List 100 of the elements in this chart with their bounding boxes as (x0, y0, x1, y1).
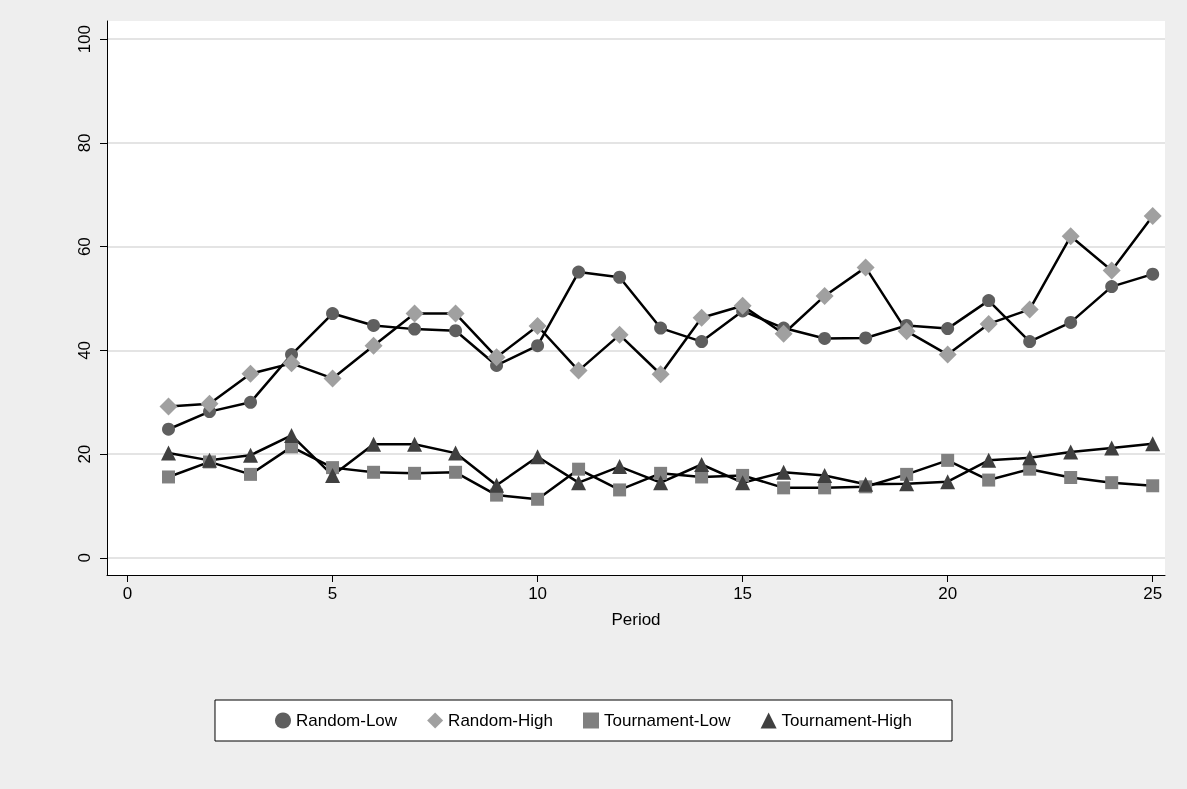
point (817, 467, 833, 483)
point (282, 354, 301, 373)
point (859, 331, 873, 345)
point (1105, 476, 1119, 490)
point (159, 397, 178, 416)
point (572, 265, 586, 279)
point (1061, 227, 1080, 246)
point (325, 467, 341, 483)
point (899, 476, 915, 492)
point (200, 394, 219, 413)
x-tick-label: 0 (122, 584, 133, 603)
point (407, 436, 423, 452)
point (408, 322, 422, 336)
point (1022, 450, 1038, 466)
point (571, 475, 587, 491)
legend-label: Random-Low (296, 711, 398, 730)
point (244, 395, 258, 409)
y-tick-label: 20 (75, 444, 94, 464)
point (654, 466, 668, 480)
point (1020, 300, 1039, 319)
x-tick-label: 15 (733, 584, 753, 603)
point (284, 427, 300, 443)
point (572, 462, 586, 476)
point (244, 467, 258, 481)
point (694, 457, 710, 473)
x-tick-label: 5 (327, 584, 338, 603)
legend-label: Random-High (448, 711, 553, 730)
point (818, 331, 832, 345)
x-tick-label: 25 (1143, 584, 1163, 603)
point (612, 459, 628, 475)
point (733, 296, 752, 315)
point (530, 449, 546, 465)
point (366, 436, 382, 452)
point (653, 475, 669, 491)
point (405, 304, 424, 323)
point (1063, 444, 1079, 460)
point (695, 335, 709, 349)
point (528, 317, 547, 336)
x-axis-title: Period (611, 610, 661, 629)
point (941, 453, 955, 467)
point (1104, 440, 1120, 456)
point (367, 319, 381, 332)
y-tick-label: 80 (75, 133, 94, 153)
point (323, 369, 342, 388)
point (979, 314, 998, 333)
point (1023, 335, 1037, 349)
y-tick-label: 40 (75, 340, 94, 360)
point (446, 304, 465, 323)
point (408, 466, 422, 480)
point (531, 339, 545, 353)
point (364, 336, 383, 355)
point (1146, 479, 1160, 493)
point (774, 324, 793, 343)
point (692, 308, 711, 327)
point (531, 492, 545, 506)
point (489, 477, 505, 493)
y-tick-label: 60 (75, 237, 94, 257)
x-tick-label: 10 (528, 584, 548, 603)
point (1064, 470, 1078, 484)
legend-label: Tournament-Low (603, 711, 732, 730)
point (610, 325, 629, 344)
point (613, 270, 627, 284)
point (941, 322, 955, 336)
point (858, 476, 874, 492)
point (241, 364, 260, 383)
point (1143, 207, 1162, 226)
point (613, 483, 627, 497)
point (162, 470, 176, 484)
point (815, 286, 834, 305)
point (777, 481, 791, 495)
legend-label: Tournament-High (781, 711, 913, 730)
point (776, 464, 792, 480)
point (981, 452, 997, 468)
y-tick-label: 0 (75, 553, 94, 563)
point (982, 294, 996, 308)
point (326, 307, 340, 321)
point (856, 258, 875, 277)
point (487, 348, 506, 367)
point (938, 345, 957, 364)
point (654, 321, 668, 335)
point (651, 365, 670, 384)
point (1102, 261, 1121, 280)
point (449, 465, 463, 479)
point (448, 445, 464, 461)
point (1105, 280, 1119, 294)
point (162, 422, 176, 436)
point (1146, 267, 1160, 281)
point (1064, 315, 1078, 329)
point (900, 467, 914, 481)
y-tick-label: 100 (75, 24, 94, 54)
point (982, 473, 996, 487)
x-tick-label: 20 (938, 584, 958, 603)
point (897, 322, 916, 341)
point (569, 361, 588, 380)
point (243, 447, 259, 463)
point (161, 445, 177, 461)
point (1145, 436, 1161, 452)
point (367, 465, 381, 479)
point (735, 475, 751, 491)
point (940, 474, 956, 490)
